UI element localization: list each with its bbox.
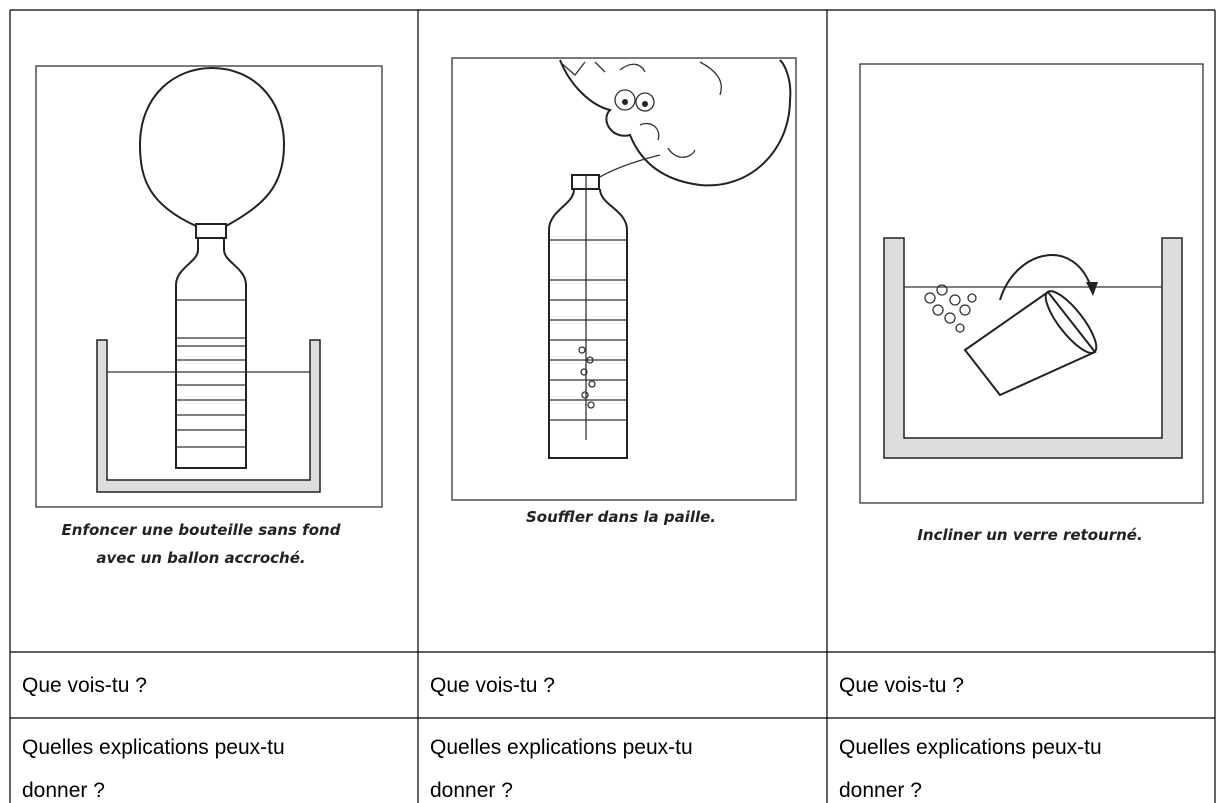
question: Quelles explications peux-tu donner ? — [839, 736, 1102, 802]
table-borders — [9, 9, 1216, 803]
question: Que vois-tu ? — [430, 674, 555, 697]
caption: Souffler dans la paille. — [526, 508, 716, 526]
illustration-balloon: Enfoncer une bouteille sans fond avec un… — [35, 65, 383, 567]
question: Que vois-tu ? — [839, 674, 964, 697]
illustration-glass: Incliner un verre retourné. — [859, 63, 1204, 544]
question: Quelles explications peux-tu donner ? — [22, 736, 285, 802]
question: Quelles explications peux-tu donner ? — [430, 736, 693, 802]
illustration-straw: Souffler dans la paille. — [451, 57, 797, 526]
caption: Enfoncer une bouteille sans fond — [62, 521, 341, 539]
question: Que vois-tu ? — [22, 674, 147, 697]
caption: avec un ballon accroché. — [96, 549, 305, 567]
caption: Incliner un verre retourné. — [917, 526, 1142, 544]
